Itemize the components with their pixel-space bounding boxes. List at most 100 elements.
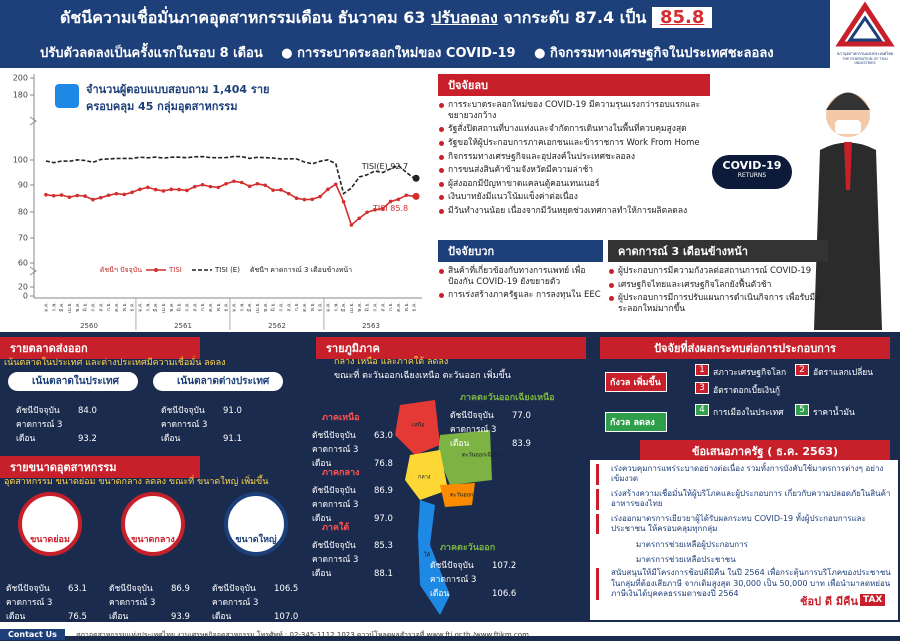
card-forecast-label: คาดการณ์ 3 เดือน (161, 420, 208, 444)
impact-no: 5 (795, 404, 809, 416)
proposal-sub: มาตรการช่วยเหลือผู้ประกอบการ (636, 540, 748, 550)
card-forecast: 76.5 (68, 612, 87, 622)
card-forecast-label: คาดการณ์ 3 เดือน (16, 420, 63, 444)
card-current: 106.5 (274, 584, 299, 594)
contact: Contact Us (0, 629, 65, 640)
series-dot (373, 208, 377, 212)
map-label: กลาง (418, 475, 431, 481)
list-item: ผู้ประกอบการมีความกังวลต่อสถานการณ์ COVI… (608, 266, 828, 277)
list-item: เศรษฐกิจไทยและเศรษฐกิจโลกยังฟื้นตัวช้า (608, 280, 828, 291)
trend: ปรับลดลง (431, 8, 498, 27)
series-dot (208, 184, 213, 189)
card-current: 63.0 (374, 431, 393, 441)
line-chart: จำนวนผู้ตอบแบบสอบถาม 1,404 ราย ครอบคลุม … (13, 74, 422, 330)
impact-label: กังวล เพิ่มขึ้น (605, 372, 667, 392)
series-dot (185, 188, 189, 193)
region-values: ภาคเหนือ ดัชนีปัจจุบัน 63.0 คาดการณ์ 3 เดือ… (310, 390, 590, 620)
legend-swatch (154, 268, 158, 272)
card-forecast: 107.0 (274, 612, 299, 622)
market-name: เน้นตลาดต่างประเทศ (153, 372, 283, 391)
series-dot (271, 188, 275, 192)
series-dot (380, 206, 385, 211)
x-tick-label: ก.พ. (333, 302, 339, 312)
summary: อุตสาหกรรม ขนาดย่อม ขนาดกลาง ลดลง ขณะที่… (4, 477, 269, 487)
negative-factors: ปัจจัยลบ การระบาดระลอกใหม่ของ COVID-19 ม… (438, 74, 710, 220)
axis-break (29, 116, 37, 276)
year-label: 2561 (174, 322, 192, 330)
series-dot (114, 191, 119, 196)
outlook: คาดการณ์ 3 เดือนข้างหน้า ผู้ประกอบการมีค… (608, 240, 828, 318)
list-item: มีวันทำงานน้อย เนื่องจากมีวันหยุดช่วงเทศ… (438, 206, 710, 217)
card-forecast-label: คาดการณ์ 3 เดือน (430, 575, 477, 599)
card-current-label: ดัชนีปัจจุบัน (312, 431, 356, 441)
series-dot (404, 193, 409, 198)
x-tick-label: มิ.ย. (82, 302, 89, 312)
series-dot (145, 185, 150, 190)
card-forecast-label: คาดการณ์ 3 เดือน (312, 500, 359, 524)
series-dot (161, 189, 166, 193)
x-tick-label: ก.ย. (106, 302, 112, 312)
legend-label: TISI (168, 266, 182, 274)
card-current-label: ดัชนีปัจจุบัน (430, 561, 474, 571)
x-tick-label: ส.ค. (98, 302, 104, 312)
y-tick-label: 80 (18, 208, 28, 217)
series-dot (333, 182, 338, 187)
x-tick-label: ส.ค. (286, 302, 292, 312)
series-dot (318, 194, 322, 199)
x-tick-label: พ.ค. (357, 302, 363, 312)
section-title: ข้อเสนอภาครัฐ ( ธ.ค. 2563) (640, 440, 890, 462)
x-tick-label: ก.ค. (278, 302, 284, 312)
y-tick-label: 70 (18, 234, 28, 243)
card-current: 107.2 (492, 561, 517, 571)
proposal-sub: มาตรการช่วยเหลือประชาชน (636, 555, 736, 565)
proposal: เร่งควบคุมการแพร่ระบาดอย่างต่อเนื่อง รวม… (596, 464, 892, 485)
card-current-label: ดัชนีปัจจุบัน (6, 584, 50, 594)
x-tick-label: มี.ค. (58, 302, 65, 312)
series-dot (67, 195, 72, 199)
x-tick-label: มิ.ย. (176, 302, 183, 312)
card: ดัชนีปัจจุบัน 91.0 คาดการณ์ 3 เดือน 91.1 (161, 398, 242, 445)
logo-area: สภาอุตสาหกรรมแห่งประเทศไทย THE FEDERATIO… (830, 0, 900, 68)
y-tick-label: 180 (13, 91, 28, 100)
card-current-label: ดัชนีปัจจุบัน (109, 584, 153, 594)
map-label: ตะวันออกเฉียงเหนือ (462, 452, 500, 459)
footer-text: สภาอุตสาหกรรมแห่งประเทศไทย งานเศรษฐกิจอุ… (76, 631, 529, 639)
x-tick-label: มี.ค. (246, 302, 253, 312)
card-forecast: 93.2 (78, 434, 97, 444)
series-dot (310, 197, 315, 202)
y-tick-label: 20 (18, 283, 28, 292)
x-tick-label: มิ.ย. (364, 302, 371, 312)
series-dot (106, 193, 111, 198)
series-dot (98, 195, 103, 200)
impact-factors: กังวล เพิ่มขึ้น 1 สภาวะเศรษฐกิจโลก 2 อัตราแล… (605, 360, 895, 435)
middle-panel (0, 68, 900, 332)
card-forecast-label: คาดการณ์ 3 เดือน (109, 598, 156, 622)
section-title: ปัจจัยลบ (438, 74, 710, 96)
proposal: เร่งออกมาตรการเยียวยาผู้ได้รับผลกระทบ CO… (596, 513, 892, 535)
badge-text: COVID-19 (722, 159, 782, 172)
series-dot (122, 192, 127, 197)
series-dot (286, 191, 291, 196)
y-tick-label: 90 (18, 181, 28, 190)
list-item: ผู้ประกอบการมีการปรับแผนการดำเนินกิจการ … (608, 293, 828, 314)
summary: กลาง เหนือ และภาคใต้ ลดลง (334, 357, 449, 367)
card-current-label: ดัชนีปัจจุบัน (312, 486, 356, 496)
card: ดัชนีปัจจุบัน 86.9 คาดการณ์ 3 เดือน 93.9 (109, 576, 190, 623)
card-current: 84.0 (78, 406, 97, 416)
x-tick-label: ธ.ค. (412, 302, 418, 312)
legend-desc: ดัชนีฯ คาดการณ์ 3 เดือนข้างหน้า (250, 266, 352, 274)
series-dot (357, 216, 362, 221)
impact-no: 4 (695, 404, 709, 416)
card-forecast-label: คาดการณ์ 3 เดือน (312, 445, 359, 469)
card-forecast: 91.1 (223, 434, 242, 444)
impact-text: อัตราแลกเปลี่ยน (813, 368, 874, 378)
header: ดัชนีความเชื่อมั่นภาคอุตสาหกรรมเดือน ธัน… (0, 0, 830, 68)
section-title: รายภูมิภาค (316, 337, 586, 359)
x-tick-label: พ.ค. (169, 302, 175, 312)
series-dot (51, 194, 56, 198)
reason: ● การระบาดระลอกใหม่ของ COVID-19 (281, 46, 516, 61)
card-forecast: 76.8 (374, 459, 393, 469)
series-dot (294, 196, 299, 201)
reason-text: การระบาดระลอกใหม่ของ COVID-19 (297, 46, 516, 61)
logo (835, 1, 895, 47)
